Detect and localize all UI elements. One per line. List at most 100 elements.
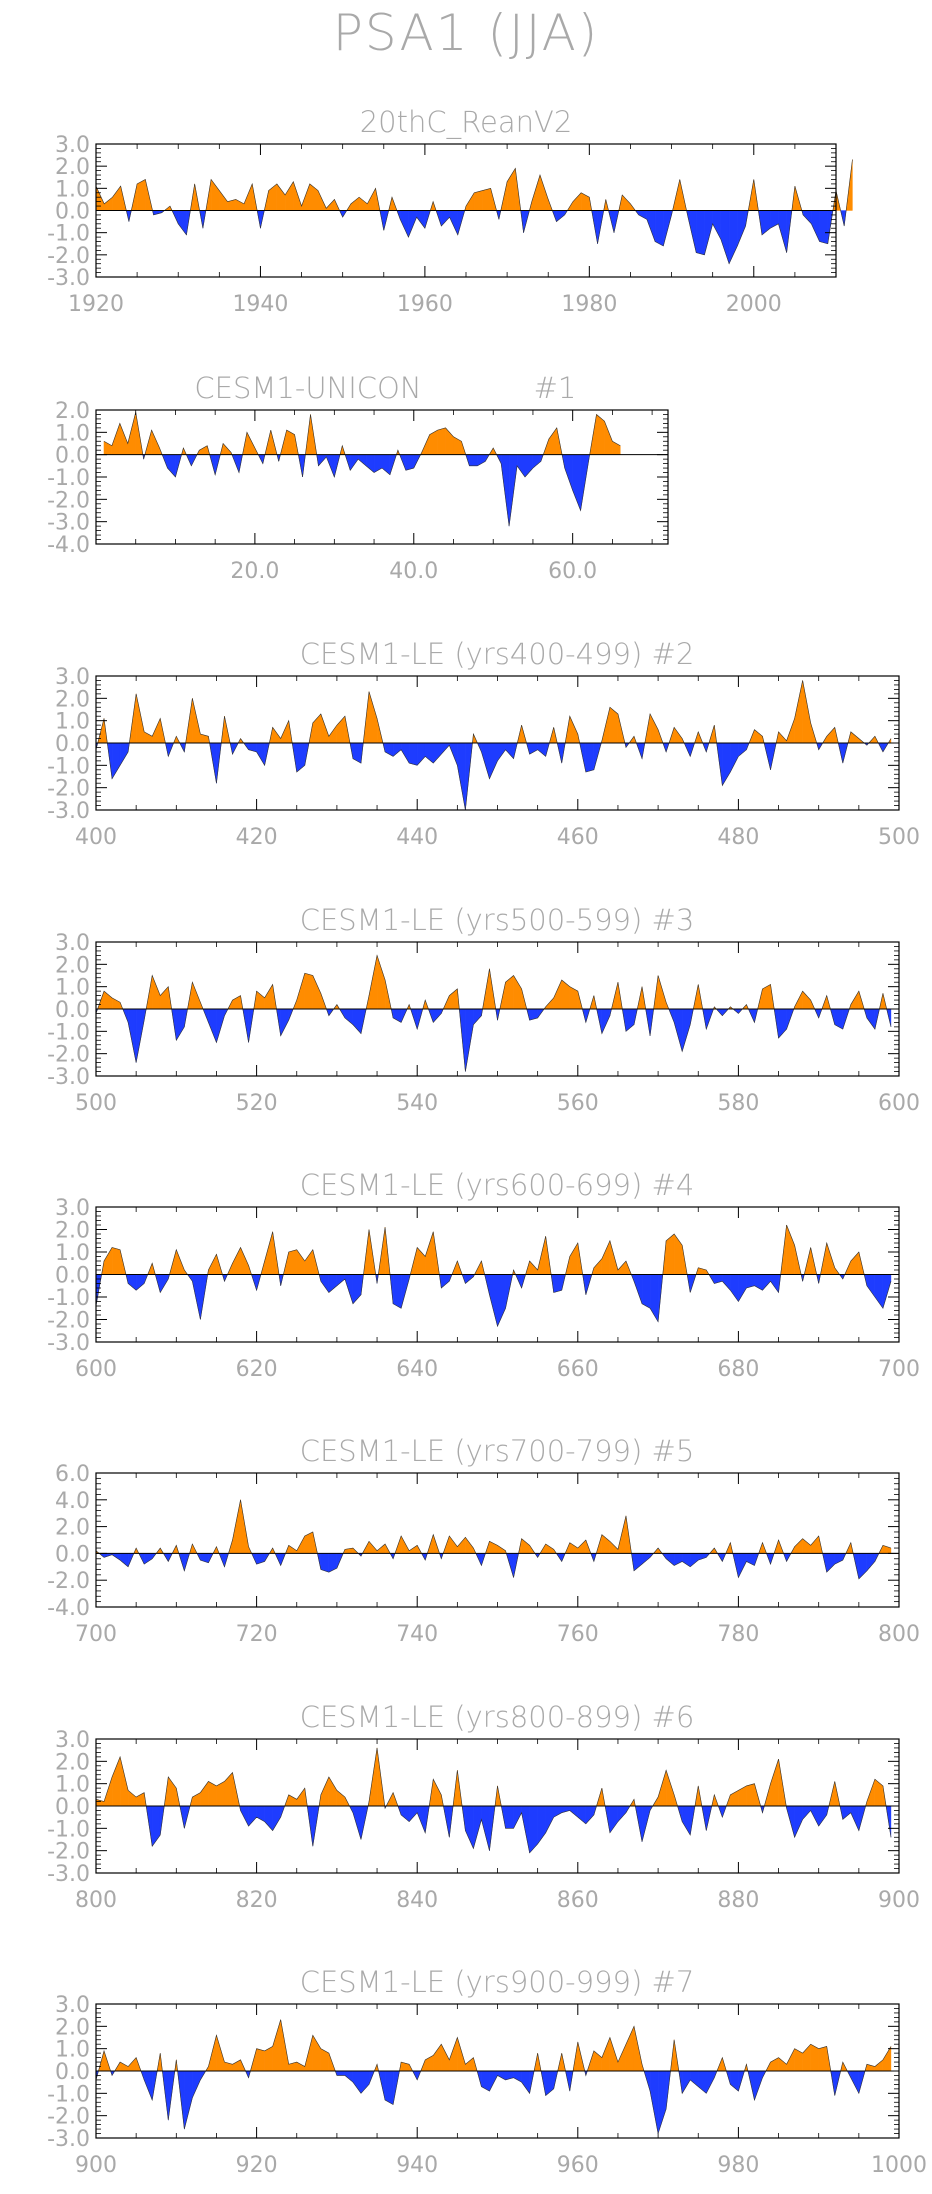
negative-area bbox=[657, 2070, 667, 2134]
chart-panel-7: CESM1-LE (yrs800-899) #6 -3.0-2.0-1.00.01… bbox=[47, 1700, 920, 1913]
negative-area bbox=[336, 2070, 346, 2076]
series-line bbox=[95, 1499, 892, 1580]
x-tick-label: 600 bbox=[75, 1357, 117, 1382]
y-tick-label: 1.0 bbox=[55, 421, 90, 446]
positive-area bbox=[826, 1242, 835, 1275]
x-tick-label: 700 bbox=[878, 1357, 920, 1382]
positive-area bbox=[850, 1251, 860, 1275]
x-tick-label: 20.0 bbox=[230, 559, 279, 584]
x-tick-label: 40.0 bbox=[389, 559, 438, 584]
positive-area bbox=[168, 1776, 177, 1807]
y-tick-label: 2.0 bbox=[55, 687, 90, 712]
y-tick-label: 1.0 bbox=[55, 177, 90, 202]
y-tick-label: 0.0 bbox=[55, 2060, 90, 2085]
negative-area bbox=[770, 1274, 779, 1294]
positive-area bbox=[272, 726, 281, 744]
positive-area bbox=[152, 718, 161, 744]
negative-area bbox=[850, 1805, 860, 1831]
negative-area bbox=[728, 210, 738, 264]
y-tick-label: 3.0 bbox=[55, 1728, 90, 1753]
x-tick-label: 820 bbox=[236, 1888, 278, 1913]
x-tick-label: 1940 bbox=[232, 292, 288, 317]
positive-area bbox=[539, 174, 549, 211]
positive-area bbox=[625, 2026, 635, 2072]
positive-area bbox=[657, 1770, 667, 1807]
positive-area bbox=[531, 174, 541, 211]
negative-area bbox=[465, 1008, 474, 1072]
negative-area bbox=[264, 1805, 273, 1832]
negative-area bbox=[585, 742, 595, 773]
positive-area bbox=[296, 2061, 305, 2072]
positive-area bbox=[111, 997, 121, 1010]
y-tick-label: 1.0 bbox=[55, 1241, 90, 1266]
x-tick-label: 720 bbox=[236, 1622, 278, 1647]
positive-area bbox=[497, 1544, 506, 1554]
x-tick-label: 1000 bbox=[871, 2153, 927, 2178]
negative-area bbox=[690, 2070, 699, 2088]
positive-area bbox=[111, 1247, 121, 1275]
negative-area bbox=[681, 1553, 691, 1568]
negative-area bbox=[127, 1274, 137, 1291]
y-tick-label: -4.0 bbox=[47, 533, 90, 558]
negative-area bbox=[874, 1274, 884, 1309]
positive-area bbox=[350, 196, 360, 211]
x-tick-label: 400 bbox=[75, 825, 117, 850]
positive-area bbox=[200, 1780, 209, 1807]
positive-area bbox=[111, 1756, 121, 1807]
negative-area bbox=[529, 1805, 538, 1854]
negative-area bbox=[601, 1008, 611, 1034]
y-tick-label: 1.0 bbox=[55, 710, 90, 735]
negative-area bbox=[866, 1008, 876, 1030]
negative-area bbox=[633, 1553, 643, 1572]
negative-area bbox=[564, 454, 573, 491]
negative-area bbox=[469, 454, 478, 467]
positive-area bbox=[802, 680, 811, 744]
positive-area bbox=[778, 2057, 787, 2072]
series-line bbox=[95, 159, 853, 265]
y-tick-label: 0.0 bbox=[55, 1795, 90, 1820]
positive-area bbox=[276, 183, 286, 211]
negative-area bbox=[698, 1553, 707, 1561]
positive-area bbox=[358, 196, 368, 211]
y-tick-label: -1.0 bbox=[47, 754, 90, 779]
negative-area bbox=[153, 210, 162, 216]
y-tick-label: -1.0 bbox=[47, 2082, 90, 2107]
x-tick-label: 2000 bbox=[726, 292, 782, 317]
negative-area bbox=[770, 210, 779, 229]
y-tick-label: 3.0 bbox=[55, 133, 90, 158]
negative-area bbox=[754, 2070, 763, 2101]
negative-area bbox=[473, 1805, 482, 1849]
negative-area bbox=[320, 1553, 330, 1573]
y-tick-label: 2.0 bbox=[55, 1750, 90, 1775]
negative-area bbox=[866, 1274, 876, 1298]
negative-area bbox=[646, 210, 656, 242]
positive-area bbox=[738, 1785, 747, 1807]
positive-area bbox=[529, 1260, 538, 1275]
chart-title: CESM1-UNICON bbox=[194, 371, 421, 405]
negative-area bbox=[127, 1008, 137, 1063]
positive-area bbox=[336, 1789, 346, 1807]
chart-panel-1: 20thC_ReanV2 -3.0-2.0-1.00.01.02.03.0 1920… bbox=[47, 105, 853, 317]
positive-area bbox=[192, 982, 201, 1010]
positive-area bbox=[256, 990, 265, 1010]
y-tick-label: 0.0 bbox=[55, 200, 90, 225]
positive-area bbox=[617, 2044, 627, 2072]
negative-area bbox=[417, 1805, 426, 1833]
positive-area bbox=[465, 1536, 474, 1554]
x-tick-label: 980 bbox=[717, 2153, 759, 2178]
negative-area bbox=[738, 1274, 747, 1303]
positive-area bbox=[328, 724, 338, 744]
positive-area bbox=[376, 1543, 386, 1554]
positive-area bbox=[569, 986, 578, 1010]
x-tick-label: 500 bbox=[75, 1091, 117, 1116]
y-tick-label: -2.0 bbox=[47, 1043, 90, 1068]
negative-area bbox=[633, 1274, 643, 1304]
negative-area bbox=[457, 742, 466, 811]
negative-area bbox=[481, 1805, 490, 1851]
y-tick-label: 2.0 bbox=[55, 1219, 90, 1244]
positive-area bbox=[320, 2048, 330, 2072]
x-tick-label: 880 bbox=[717, 1888, 759, 1913]
chart-title: CESM1-LE (yrs800-899) #6 bbox=[300, 1700, 695, 1734]
positive-area bbox=[264, 1231, 273, 1275]
